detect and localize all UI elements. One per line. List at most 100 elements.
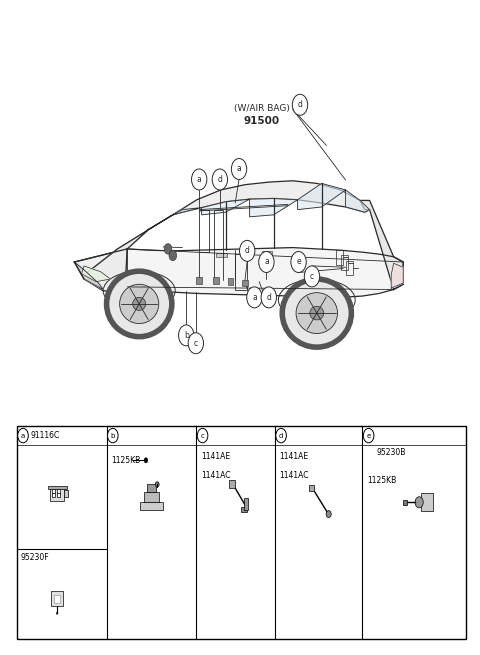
Bar xyxy=(336,250,343,265)
Text: (W/AIR BAG): (W/AIR BAG) xyxy=(234,103,289,113)
Text: 95230F: 95230F xyxy=(21,553,49,561)
Bar xyxy=(229,479,235,487)
Bar xyxy=(244,498,248,510)
Bar xyxy=(57,489,60,493)
Bar xyxy=(241,507,247,512)
Polygon shape xyxy=(127,248,403,297)
Text: c: c xyxy=(310,272,314,281)
Circle shape xyxy=(259,252,274,272)
Circle shape xyxy=(192,169,207,190)
Text: 95230B: 95230B xyxy=(377,449,406,457)
Bar xyxy=(346,261,353,275)
Ellipse shape xyxy=(107,271,172,337)
Ellipse shape xyxy=(120,284,159,324)
Circle shape xyxy=(164,244,172,254)
Circle shape xyxy=(247,287,262,308)
Bar xyxy=(421,493,433,511)
Bar xyxy=(341,255,348,270)
Circle shape xyxy=(291,252,306,272)
Bar xyxy=(50,487,64,500)
Text: 1141AC: 1141AC xyxy=(280,471,309,479)
Circle shape xyxy=(56,612,58,614)
Text: d: d xyxy=(279,432,283,439)
Text: a: a xyxy=(237,164,241,174)
Polygon shape xyxy=(173,208,202,215)
Ellipse shape xyxy=(282,279,351,347)
Bar xyxy=(140,502,163,510)
Circle shape xyxy=(212,169,228,190)
Bar xyxy=(51,591,63,607)
Bar xyxy=(64,490,69,497)
Polygon shape xyxy=(360,200,403,290)
Ellipse shape xyxy=(296,293,337,333)
Polygon shape xyxy=(391,263,403,288)
Text: d: d xyxy=(245,246,250,255)
Polygon shape xyxy=(250,198,298,217)
Bar xyxy=(214,210,223,249)
Text: c: c xyxy=(201,432,204,439)
Text: a: a xyxy=(252,293,257,302)
Bar xyxy=(213,277,219,284)
Circle shape xyxy=(197,428,208,443)
Text: d: d xyxy=(266,293,271,302)
Bar xyxy=(54,595,60,603)
Circle shape xyxy=(304,266,320,287)
Bar xyxy=(147,484,156,492)
Circle shape xyxy=(179,325,194,346)
Bar xyxy=(48,486,67,489)
Text: 1141AE: 1141AE xyxy=(201,452,230,461)
Text: e: e xyxy=(296,257,301,267)
Circle shape xyxy=(261,287,276,308)
Ellipse shape xyxy=(132,297,146,310)
Polygon shape xyxy=(202,199,250,215)
Circle shape xyxy=(18,428,28,443)
Circle shape xyxy=(231,159,247,179)
Circle shape xyxy=(169,250,177,261)
Circle shape xyxy=(363,428,374,443)
Bar xyxy=(309,485,314,491)
Bar xyxy=(403,500,407,505)
Text: a: a xyxy=(264,257,269,267)
Text: 1125KB: 1125KB xyxy=(111,456,141,465)
Circle shape xyxy=(276,428,287,443)
Polygon shape xyxy=(74,210,182,275)
Text: 1141AC: 1141AC xyxy=(201,471,230,479)
Polygon shape xyxy=(74,262,103,290)
Circle shape xyxy=(292,94,308,115)
Text: d: d xyxy=(298,100,302,109)
Text: d: d xyxy=(217,175,222,184)
Bar xyxy=(216,253,227,257)
Bar xyxy=(242,280,248,286)
Bar xyxy=(262,251,272,255)
Bar xyxy=(235,254,247,290)
Text: b: b xyxy=(110,432,115,439)
Bar xyxy=(228,278,233,285)
Text: c: c xyxy=(194,339,198,348)
Text: 91116C: 91116C xyxy=(30,431,60,440)
Bar xyxy=(144,492,159,502)
Text: 1141AE: 1141AE xyxy=(280,452,309,461)
Circle shape xyxy=(326,511,331,517)
Bar xyxy=(17,426,466,639)
Text: 1125KB: 1125KB xyxy=(367,476,396,485)
Polygon shape xyxy=(346,190,370,212)
Circle shape xyxy=(188,333,204,354)
Polygon shape xyxy=(74,229,149,291)
Text: b: b xyxy=(184,331,189,340)
Text: 91500: 91500 xyxy=(243,116,280,126)
Circle shape xyxy=(415,496,423,508)
Bar xyxy=(52,489,56,493)
Text: a: a xyxy=(197,175,202,184)
Bar xyxy=(52,493,56,497)
Polygon shape xyxy=(82,266,110,282)
Polygon shape xyxy=(173,181,370,215)
Text: e: e xyxy=(367,432,371,439)
Bar xyxy=(57,493,60,497)
Circle shape xyxy=(156,482,159,487)
Circle shape xyxy=(108,428,118,443)
Text: a: a xyxy=(21,432,25,439)
Ellipse shape xyxy=(310,307,324,320)
Polygon shape xyxy=(298,183,346,210)
Bar xyxy=(196,277,202,284)
Circle shape xyxy=(144,458,148,463)
